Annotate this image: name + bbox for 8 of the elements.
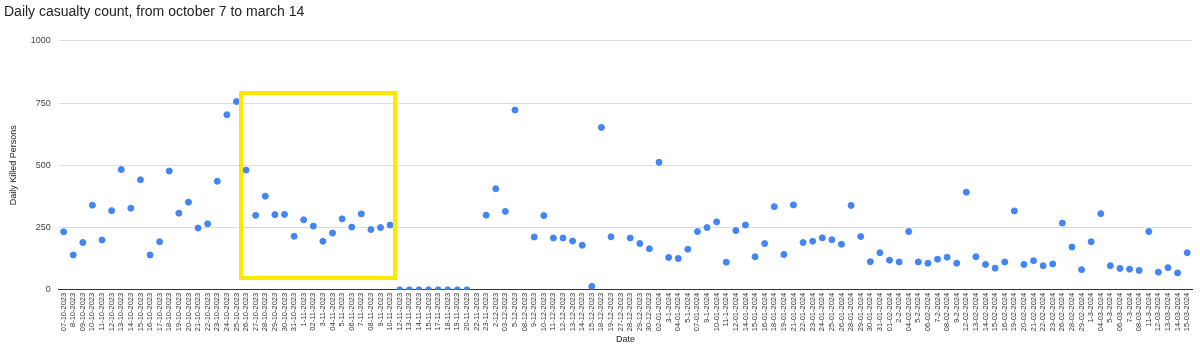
y-axis-title: Daily Killed Persons (7, 124, 18, 206)
y-tick-label: 250 (35, 222, 51, 233)
y-tick-label: 0 (45, 284, 51, 295)
y-tick-label: 500 (35, 159, 51, 170)
y-tick-label: 750 (35, 97, 51, 108)
y-tick-label: 1000 (30, 35, 51, 46)
x-axis-title: Date (615, 334, 635, 345)
chart-title: Daily casualty count, from october 7 to march 14 (4, 3, 305, 20)
